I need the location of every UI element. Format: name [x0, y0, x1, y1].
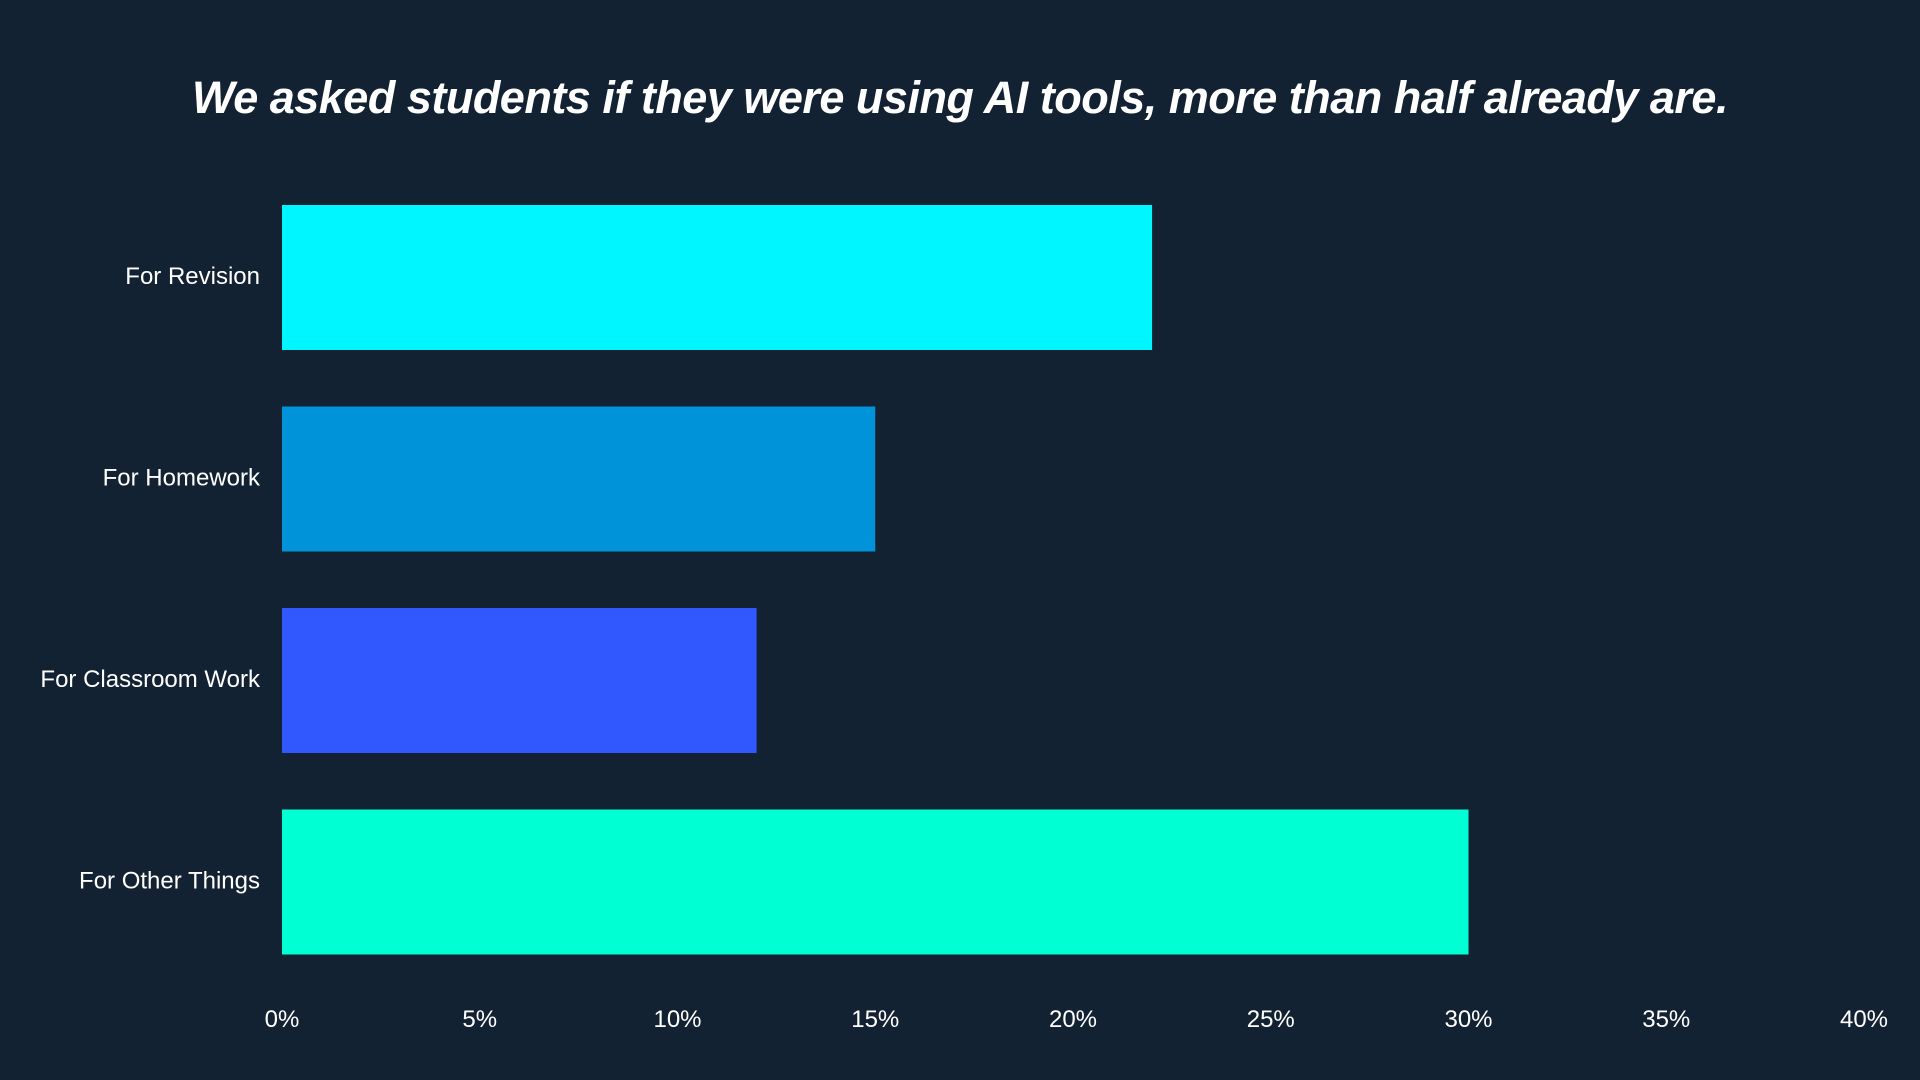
- bars-group: [282, 205, 1469, 955]
- category-label: For Revision: [125, 263, 260, 290]
- category-label: For Other Things: [79, 867, 260, 894]
- x-tick-label: 30%: [1444, 1006, 1492, 1033]
- x-tick-label: 35%: [1642, 1006, 1690, 1033]
- x-axis-ticks-group: 0% 5% 10% 15% 20% 25% 30% 35% 40%: [265, 1006, 1888, 1033]
- x-tick-label: 20%: [1049, 1006, 1097, 1033]
- category-label: For Classroom Work: [40, 666, 261, 693]
- bar-for-revision: [282, 205, 1153, 350]
- category-labels-group: For Revision For Homework For Classroom Wo…: [40, 263, 261, 895]
- x-tick-label: 5%: [462, 1006, 497, 1033]
- bar-for-other-things: [282, 809, 1469, 955]
- x-tick-label: 10%: [653, 1006, 701, 1033]
- x-tick-label: 0%: [265, 1006, 300, 1033]
- bar-for-classroom-work: [282, 608, 757, 753]
- bar-for-homework: [282, 406, 876, 552]
- chart-title: We asked students if they were using AI …: [192, 72, 1728, 123]
- category-label: For Homework: [103, 464, 261, 491]
- x-tick-label: 15%: [851, 1006, 899, 1033]
- x-tick-label: 40%: [1840, 1006, 1888, 1033]
- x-tick-label: 25%: [1247, 1006, 1295, 1033]
